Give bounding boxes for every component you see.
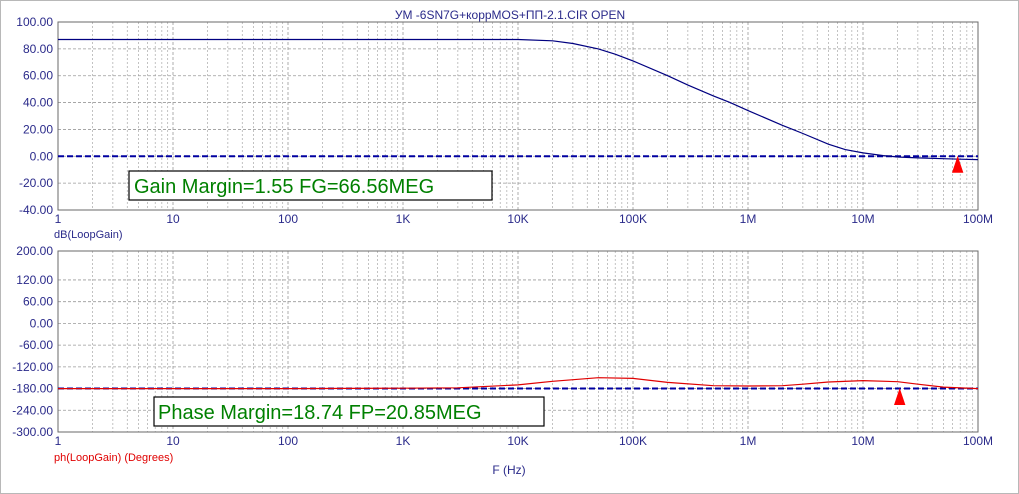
phase-margin-annotation: Phase Margin=18.74 FP=20.85MEG (158, 402, 482, 424)
gain-x-tick-label: 1K (396, 212, 411, 226)
gain-x-tick-label: 10K (507, 212, 528, 226)
phase-y-tick-label: -180.00 (12, 382, 53, 396)
phase-x-tick-label: 100K (619, 434, 647, 448)
gain-curve (58, 38, 979, 161)
phase-curve (58, 377, 979, 390)
gain-y-tick-label: 80.00 (23, 42, 53, 56)
gain-y-tick-label: 60.00 (23, 69, 53, 83)
phase-y-tick-label: 120.00 (16, 273, 53, 287)
gain-margin-marker (951, 155, 964, 173)
phase-x-tick-label: 1M (740, 434, 757, 448)
gain-x-tick-label: 100 (278, 212, 298, 226)
phase-x-tick-label: 100 (278, 434, 298, 448)
gain-y-tick-label: -20.00 (19, 176, 53, 190)
gain-margin-annotation: Gain Margin=1.55 FG=66.56MEG (134, 176, 434, 198)
gain-x-tick-label: 100M (963, 212, 993, 226)
gain-y-axis-label: dB(LoopGain) (54, 229, 123, 241)
gain-plot-frame (57, 21, 979, 211)
phase-y-tick-label: -120.00 (12, 360, 53, 374)
chart-title: УМ -6SN7G+коррMOS+ПП-2.1.CIR OPEN (395, 8, 625, 22)
gain-y-tick-label: -40.00 (19, 203, 53, 217)
gain-x-tick-label: 1 (55, 212, 62, 226)
gain-x-tick-label: 100K (619, 212, 647, 226)
gain-y-tick-label: 40.00 (23, 96, 53, 110)
phase-y-tick-label: 200.00 (16, 244, 53, 258)
gain-y-tick-label: 100.00 (16, 15, 53, 29)
gain-x-tick-label: 10M (851, 212, 874, 226)
phase-x-tick-label: 1K (396, 434, 411, 448)
gain-margin-box (128, 170, 493, 201)
phase-margin-marker (894, 387, 906, 406)
phase-margin-box (153, 396, 545, 427)
gain-y-tick-label: 20.00 (23, 122, 53, 136)
gain-y-tick-label: 0.00 (30, 149, 54, 163)
phase-y-tick-label: -60.00 (19, 338, 53, 352)
phase-x-tick-label: 100M (963, 434, 993, 448)
gain-x-tick-label: 10 (166, 212, 180, 226)
phase-plot-frame (57, 250, 979, 433)
phase-y-tick-label: 0.00 (30, 316, 54, 330)
phase-y-tick-label: 60.00 (23, 295, 53, 309)
phase-x-tick-label: 1 (55, 434, 62, 448)
phase-x-tick-label: 10 (166, 434, 180, 448)
phase-y-axis-label: ph(LoopGain) (Degrees) (54, 452, 173, 464)
gain-x-tick-label: 1M (740, 212, 757, 226)
x-axis-label: F (Hz) (492, 463, 525, 477)
phase-x-tick-label: 10M (851, 434, 874, 448)
phase-x-tick-label: 10K (507, 434, 528, 448)
phase-y-tick-label: -300.00 (12, 425, 53, 439)
phase-y-tick-label: -240.00 (12, 403, 53, 417)
